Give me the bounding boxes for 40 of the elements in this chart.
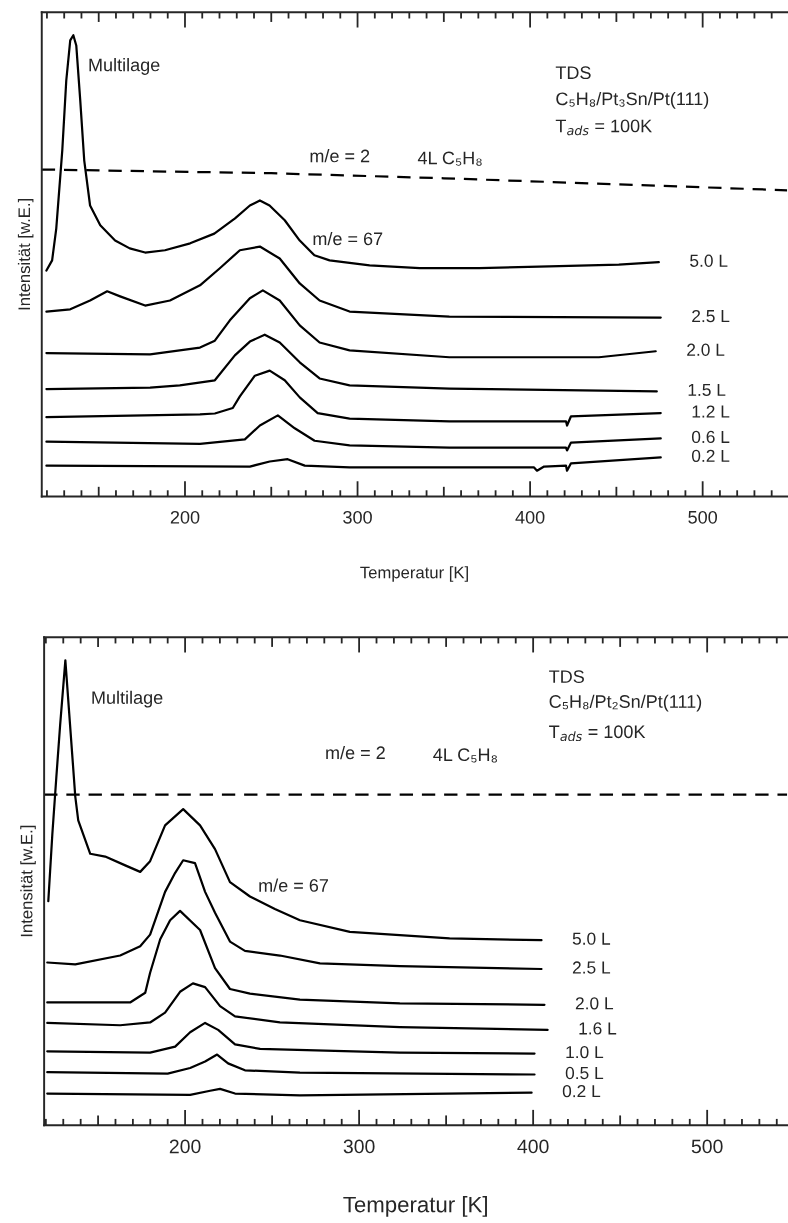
series-label: 2.5 L (572, 961, 611, 974)
annotation: C₅H₈/Pt₂Sn/Pt(111) (549, 694, 702, 712)
y-axis-title: Intensität [w.E.] (20, 825, 36, 937)
x-tick-label: 200 (169, 1139, 201, 1154)
series-label: 0.5 L (565, 1066, 604, 1080)
series-label: 2.0 L (687, 343, 725, 356)
series-label: 1.6 L (579, 1022, 617, 1035)
x-tick-label: 300 (343, 1139, 375, 1154)
x-tick-label: 500 (691, 1139, 723, 1154)
annotation: C₅H₈/Pt₃Sn/Pt(111) (556, 91, 709, 109)
x-axis-title: Temperatur [K] (343, 1196, 487, 1217)
annotation: Multilage (89, 58, 160, 75)
annotation: T$_{ads}$ = 100K (555, 119, 652, 136)
series-label: 1.2 L (692, 405, 730, 418)
y-axis-title: Intensität [w.E.] (17, 199, 34, 310)
x-axis-title: Temperatur [K] (360, 566, 468, 582)
annotation: TDS (549, 670, 584, 684)
series-label: 0.2 L (691, 449, 730, 462)
series-label: 0.2 L (562, 1084, 601, 1098)
annotation: m/e = 67 (313, 231, 383, 246)
x-tick-label: 200 (170, 510, 200, 524)
annotation: 4L C₅H₈ (417, 151, 482, 166)
series-label: 2.5 L (692, 309, 730, 323)
series-label: 0.6 L (691, 430, 730, 444)
annotation: m/e = 2 (326, 745, 385, 760)
series-label: 1.0 L (566, 1045, 604, 1059)
x-tick-label: 400 (517, 1139, 549, 1154)
annotation: T$_{ads}$ = 100K (549, 725, 646, 742)
annotation: 4L C₅H₈ (433, 748, 497, 763)
annotation: TDS (555, 66, 591, 80)
x-tick-label: 500 (688, 510, 718, 524)
series-label: 2.0 L (575, 997, 614, 1010)
series-label: 5.0 L (572, 932, 611, 945)
x-tick-label: 300 (343, 510, 372, 524)
x-tick-label: 400 (515, 510, 545, 524)
annotation: m/e = 2 (310, 149, 370, 163)
series-label: 1.5 L (688, 383, 726, 397)
series-label: 5.0 L (690, 254, 728, 267)
annotation: m/e = 67 (259, 878, 328, 892)
annotation: Multilage (92, 690, 163, 708)
